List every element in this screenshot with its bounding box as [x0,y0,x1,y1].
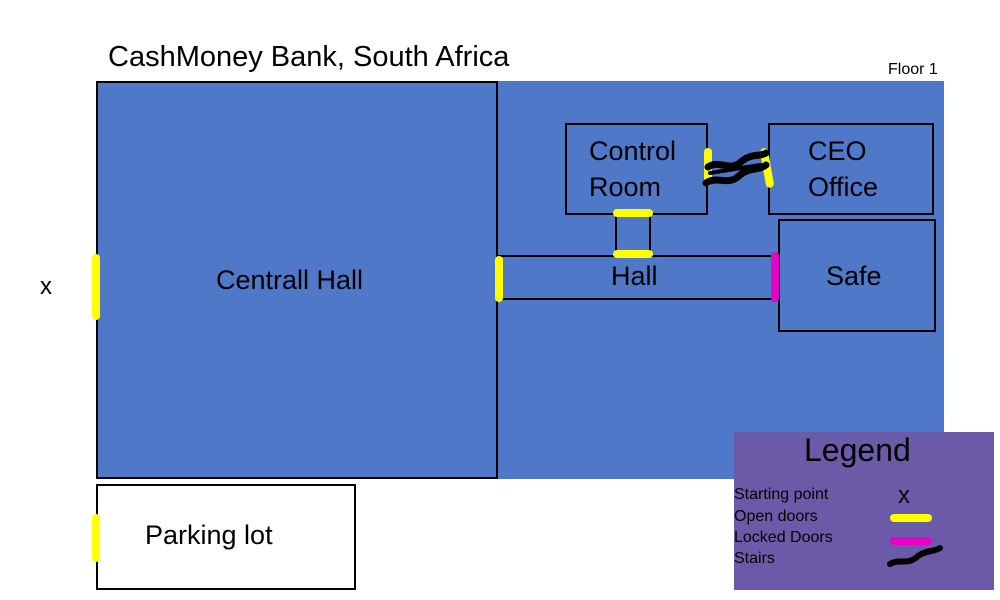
stairs-icon [702,149,770,187]
control-room-south-door [613,209,653,217]
floorplan-title: CashMoney Bank, South Africa [108,41,510,73]
parking-lot-door [92,514,100,562]
hall-north-door [613,250,653,258]
legend-open-doors-label: Open doors [734,508,818,525]
central-hall-room: Centrall Hall [96,81,498,479]
legend-title: Legend [804,432,911,468]
legend-starting-point-symbol: x [898,482,910,509]
control-room-label-line1: Control [589,136,677,166]
parking-lot: Parking lot [96,484,356,590]
parking-lot-label: Parking lot [145,520,273,550]
central-hall-label: Centrall Hall [216,265,364,295]
starting-point-marker: x [40,273,52,300]
control-room-label: Control Room [589,133,676,205]
central-hall-east-door [495,256,503,302]
legend-locked-door-swatch [890,537,932,545]
safe-room: Safe [778,219,936,332]
ceo-office-room: CEO Office [768,123,934,215]
legend-box: Legend Starting point x Open doors Locke… [734,432,994,590]
central-hall-west-door [92,254,100,320]
hall-label: Hall [611,261,658,291]
safe-label: Safe [826,261,882,291]
ceo-office-label: CEO Office [808,133,878,205]
control-room: Control Room [565,123,708,215]
safe-locked-door [771,252,779,302]
ceo-office-label-line2: Office [808,172,879,202]
legend-stairs-icon [887,545,943,567]
legend-locked-doors-label: Locked Doors [734,529,833,546]
legend-stairs-label: Stairs [734,550,775,567]
legend-starting-point-label: Starting point [734,486,829,503]
floor-label: Floor 1 [888,61,938,78]
ceo-office-label-line1: CEO [808,136,867,166]
legend-open-door-swatch [890,514,932,522]
hall-room: Hall [497,255,780,300]
control-room-label-line2: Room [589,172,662,202]
